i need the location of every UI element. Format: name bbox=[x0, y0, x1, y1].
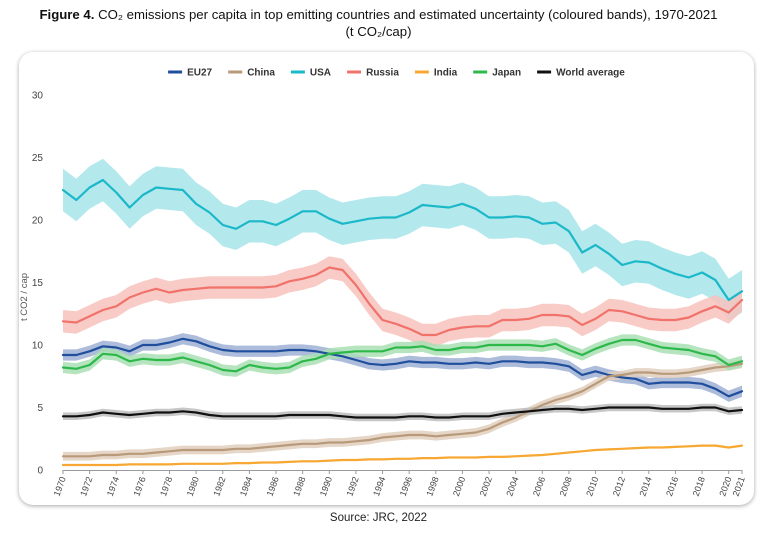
legend-item-russia: Russia bbox=[347, 68, 399, 79]
legend-label-eu27: EU27 bbox=[187, 68, 212, 79]
x-tick-label-1994: 1994 bbox=[371, 475, 387, 497]
y-tick-label-25: 25 bbox=[32, 153, 44, 164]
y-tick-label-15: 15 bbox=[32, 278, 44, 289]
figure-title: Figure 4. CO₂ emissions per capita in to… bbox=[0, 6, 757, 40]
y-tick-label-30: 30 bbox=[32, 91, 44, 102]
russia-line bbox=[61, 266, 744, 337]
x-tick-label-2010: 2010 bbox=[584, 475, 600, 497]
uncertainty-bands bbox=[63, 158, 742, 466]
y-axis-label: t CO2 / cap bbox=[19, 273, 30, 321]
usa-line bbox=[61, 178, 744, 302]
series-lines bbox=[61, 178, 744, 467]
x-tick-label-2000: 2000 bbox=[451, 475, 467, 497]
x-tick-label-1972: 1972 bbox=[78, 475, 94, 497]
figure-label: Figure 4. bbox=[39, 7, 95, 22]
legend-label-usa: USA bbox=[310, 68, 331, 79]
legend-item-usa: USA bbox=[290, 68, 331, 79]
x-tick-label-2006: 2006 bbox=[531, 475, 547, 497]
x-tick-label-2018: 2018 bbox=[691, 475, 707, 497]
y-tick-label-10: 10 bbox=[32, 341, 44, 352]
y-tick-label-20: 20 bbox=[32, 216, 44, 227]
figure-title-line1: Figure 4. CO₂ emissions per capita in to… bbox=[0, 6, 757, 23]
x-tick-label-2012: 2012 bbox=[611, 475, 627, 497]
x-axis: 1970 1972 1974 1976 1978 1980 1982 1984 1986 1988… bbox=[52, 470, 747, 498]
x-tick-label-1984: 1984 bbox=[238, 475, 254, 497]
x-tick-label-1982: 1982 bbox=[211, 475, 227, 497]
x-tick-label-1980: 1980 bbox=[185, 475, 201, 497]
x-tick-label-1998: 1998 bbox=[424, 475, 440, 497]
world-average-line bbox=[61, 406, 744, 419]
india-line bbox=[61, 444, 744, 467]
legend-item-eu27: EU27 bbox=[168, 68, 213, 79]
legend-item-world-average: World average bbox=[537, 68, 625, 79]
x-tick-label-1978: 1978 bbox=[158, 475, 174, 497]
legend-label-japan: Japan bbox=[492, 68, 521, 79]
legend-label-russia: Russia bbox=[366, 68, 399, 79]
x-tick-label-1988: 1988 bbox=[291, 475, 307, 497]
russia-uncertainty-band bbox=[63, 256, 742, 347]
x-tick-label-2008: 2008 bbox=[558, 475, 574, 497]
x-tick-label-2014: 2014 bbox=[637, 475, 653, 497]
y-tick-label-5: 5 bbox=[37, 403, 43, 414]
emissions-chart: EU27 China USA Russia India Japan World averag… bbox=[19, 68, 747, 498]
y-tick-label-0: 0 bbox=[37, 466, 43, 477]
figure-title-units: (t CO₂/cap) bbox=[345, 24, 412, 39]
y-axis: 0 5 10 15 20 25 30 bbox=[32, 91, 44, 477]
x-tick-label-1992: 1992 bbox=[345, 475, 361, 497]
x-tick-label-2004: 2004 bbox=[504, 475, 520, 497]
source-note: Source: JRC, 2022 bbox=[329, 512, 428, 524]
japan-uncertainty-band bbox=[63, 334, 742, 377]
x-tick-label-1974: 1974 bbox=[105, 475, 121, 497]
legend-item-china: China bbox=[228, 68, 275, 79]
x-tick-label-1990: 1990 bbox=[318, 475, 334, 497]
x-tick-label-2002: 2002 bbox=[478, 475, 494, 497]
x-tick-label-1996: 1996 bbox=[398, 475, 414, 497]
china-uncertainty-band bbox=[63, 359, 742, 461]
china-line bbox=[61, 362, 744, 458]
legend-label-china: China bbox=[247, 68, 275, 79]
legend-label-india: India bbox=[434, 68, 458, 79]
legend-label-world-average: World average bbox=[556, 68, 625, 79]
eu27-line bbox=[61, 337, 744, 398]
usa-uncertainty-band bbox=[63, 158, 742, 322]
japan-line bbox=[61, 338, 744, 373]
x-tick-label-1970: 1970 bbox=[52, 475, 68, 497]
legend-item-japan: Japan bbox=[473, 68, 521, 79]
legend-item-india: India bbox=[414, 68, 458, 79]
legend: EU27 China USA Russia India Japan World averag… bbox=[168, 68, 625, 79]
x-tick-label-1976: 1976 bbox=[132, 475, 148, 497]
x-tick-label-1986: 1986 bbox=[265, 475, 281, 497]
figure-title-text: CO₂ emissions per capita in top emitting… bbox=[98, 7, 718, 22]
x-tick-label-2016: 2016 bbox=[664, 475, 680, 497]
